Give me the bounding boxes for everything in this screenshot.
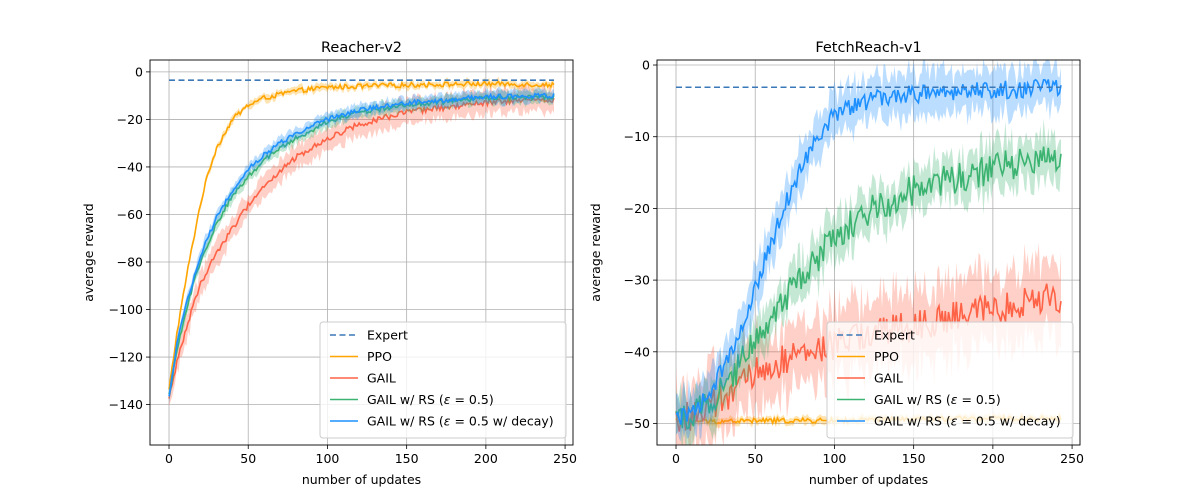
series-line xyxy=(168,80,555,390)
series-line xyxy=(675,78,1062,425)
x-tick-label: 250 xyxy=(1060,451,1084,466)
axes-frame xyxy=(149,59,574,446)
series-line xyxy=(168,92,555,397)
legend-label: GAIL w/ RS (ε = 0.5) xyxy=(874,392,1001,407)
x-tick-label: 100 xyxy=(823,451,847,466)
legend-box xyxy=(319,321,567,439)
y-tick-label: −100 xyxy=(109,302,143,317)
legend-label: GAIL w/ RS (ε = 0.5 w/ decay) xyxy=(874,414,1061,429)
legend-box xyxy=(826,321,1074,439)
chart-panel-2: 0 50 100 150 200 250 0 −10 −20 −30 −40 −50 FetchReac… xyxy=(588,40,1084,487)
legend-label: GAIL xyxy=(367,371,396,386)
x-axis-label: number of updates xyxy=(302,472,421,487)
legend-label: GAIL w/ RS (ε = 0.5 w/ decay) xyxy=(367,414,554,429)
x-tick-label: 150 xyxy=(395,451,419,466)
chart-title: FetchReach-v1 xyxy=(815,40,921,56)
x-tick-label: 50 xyxy=(240,451,256,466)
y-tick-label: −50 xyxy=(624,416,650,431)
x-tick-label: 0 xyxy=(165,451,173,466)
x-tick-label: 50 xyxy=(747,451,763,466)
x-tick-label: 200 xyxy=(474,451,498,466)
x-tick-label: 0 xyxy=(672,451,680,466)
x-tick-label: 100 xyxy=(316,451,340,466)
legend: Expert PPO GAIL GAIL w/ RS (ε = 0.5) GAIL w/… xyxy=(826,321,1074,439)
legend-label: PPO xyxy=(874,349,899,364)
y-tick-label: −40 xyxy=(624,344,650,359)
y-tick-label: 0 xyxy=(642,58,650,73)
series-line xyxy=(168,97,555,399)
y-tick-label: −40 xyxy=(117,159,143,174)
x-axis-label: number of updates xyxy=(809,472,928,487)
legend-label: GAIL w/ RS (ε = 0.5) xyxy=(367,392,494,407)
legend-label: Expert xyxy=(874,328,915,343)
series-band xyxy=(676,118,1061,445)
legend: Expert PPO GAIL GAIL w/ RS (ε = 0.5) GAIL w/… xyxy=(319,321,567,439)
y-tick-label: −60 xyxy=(117,207,143,222)
axes-frame xyxy=(656,59,1081,446)
y-tick-label: −30 xyxy=(624,273,650,288)
chart-title: Reacher-v2 xyxy=(321,40,402,56)
legend-label: GAIL xyxy=(874,371,903,386)
legend-label: Expert xyxy=(367,328,408,343)
legend-label: PPO xyxy=(367,349,392,364)
chart-panel-1: 0 50 100 150 200 250 0 −20 −40 −60 −80 −100 −120 −140… xyxy=(81,40,577,487)
y-tick-label: 0 xyxy=(135,64,143,79)
x-tick-label: 200 xyxy=(981,451,1005,466)
y-tick-label: −20 xyxy=(624,201,650,216)
y-axis-label: average reward xyxy=(81,203,96,301)
y-tick-label: −80 xyxy=(117,255,143,270)
x-tick-label: 150 xyxy=(902,451,926,466)
y-tick-label: −20 xyxy=(117,112,143,127)
series-line xyxy=(675,146,1062,430)
y-tick-label: −140 xyxy=(109,397,143,412)
y-tick-label: −10 xyxy=(624,129,650,144)
x-tick-label: 250 xyxy=(553,451,577,466)
y-tick-label: −120 xyxy=(109,350,143,365)
y-axis-label: average reward xyxy=(588,203,603,301)
series-line xyxy=(168,93,555,395)
plot-area xyxy=(168,76,555,406)
